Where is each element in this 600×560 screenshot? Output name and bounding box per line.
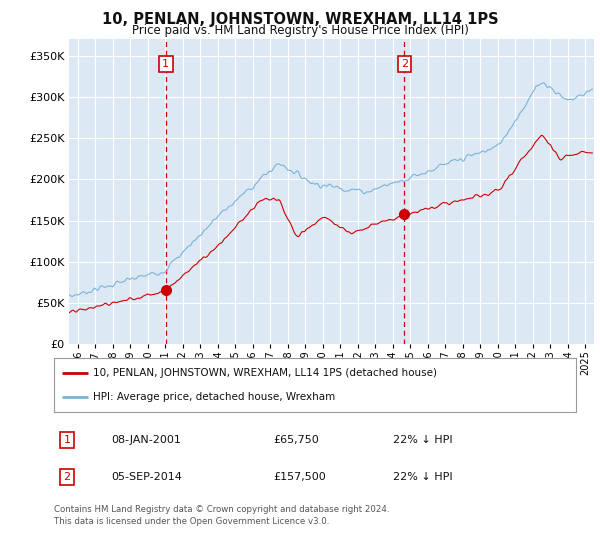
Text: 1: 1 — [162, 59, 169, 69]
Text: 22% ↓ HPI: 22% ↓ HPI — [394, 472, 453, 482]
Text: Contains HM Land Registry data © Crown copyright and database right 2024.
This d: Contains HM Land Registry data © Crown c… — [54, 505, 389, 526]
Text: £65,750: £65,750 — [273, 435, 319, 445]
Text: HPI: Average price, detached house, Wrexham: HPI: Average price, detached house, Wrex… — [93, 392, 335, 402]
Text: 1: 1 — [64, 435, 71, 445]
Text: 2: 2 — [64, 472, 71, 482]
Text: 08-JAN-2001: 08-JAN-2001 — [112, 435, 181, 445]
Text: 22% ↓ HPI: 22% ↓ HPI — [394, 435, 453, 445]
Text: Price paid vs. HM Land Registry's House Price Index (HPI): Price paid vs. HM Land Registry's House … — [131, 24, 469, 36]
Text: 2: 2 — [401, 59, 408, 69]
Text: 10, PENLAN, JOHNSTOWN, WREXHAM, LL14 1PS: 10, PENLAN, JOHNSTOWN, WREXHAM, LL14 1PS — [101, 12, 499, 27]
Text: £157,500: £157,500 — [273, 472, 326, 482]
Text: 10, PENLAN, JOHNSTOWN, WREXHAM, LL14 1PS (detached house): 10, PENLAN, JOHNSTOWN, WREXHAM, LL14 1PS… — [93, 368, 437, 378]
Text: 05-SEP-2014: 05-SEP-2014 — [112, 472, 182, 482]
